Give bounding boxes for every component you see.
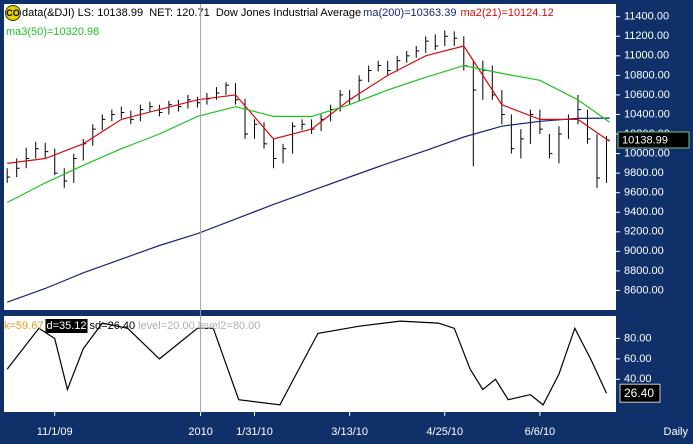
last-price-box [617,131,690,149]
y-tick-label: 11400.00 [624,11,669,23]
moving-average-line [7,45,611,164]
x-tick-label: 4/25/10 [426,426,463,438]
last-value-box [619,383,661,403]
price-panel [4,4,616,310]
y-tick-label: 8800.00 [624,265,664,277]
y-tick-label: 11000.00 [624,50,669,62]
indicator-label: sd=26.40 [90,320,136,332]
y-tick-label: 9200.00 [624,226,664,238]
legend-entry: ma(200)=10363.39 [363,7,456,19]
y-tick-label: 9600.00 [624,187,664,199]
y-tick-label: 9000.00 [624,245,664,257]
y-tick-label: 10400.00 [624,108,670,120]
moving-average-line [6,117,610,303]
oscillator-panel [4,316,616,412]
last-price-label: 10138.99 [622,134,668,146]
oscillator-line [6,320,608,406]
symbol-icon-text: CO [6,8,20,18]
symbol-icon [5,5,21,21]
y-tick-label: 60.00 [624,353,652,365]
y-tick-label: 11200.00 [624,30,669,42]
y-tick-label: 9400.00 [624,206,664,218]
header: data(&DJI) LS: 10138.99 NET: 120.71 Dow … [22,7,361,19]
moving-average-line [6,64,611,204]
indicator-label-bg [45,319,88,333]
x-tick-label: 6/6/10 [525,426,556,438]
y-tick-label: 10800.00 [624,69,670,81]
y-tick-label: 9800.00 [624,167,664,179]
interval-label: Daily [664,426,689,438]
indicator-label: level=20.00 [138,320,195,332]
x-tick-label: 2010 [188,426,212,438]
y-tick-label: 10600.00 [624,89,670,101]
indicator-label: d=35.12 [46,320,86,332]
indicator-label: k=59.67 [4,320,43,332]
legend-entry: ma2(21)=10124.12 [460,7,553,19]
y-tick-label: 80.00 [624,332,652,344]
y-tick-label: 8600.00 [624,284,664,296]
legend-entry: ma3(50)=10320.98 [6,26,99,38]
last-value-label: 26.40 [624,386,654,400]
y-tick-label: 10000.00 [624,147,670,159]
x-tick-label: 11/1/09 [37,426,73,438]
x-tick-label: 3/13/10 [331,426,368,438]
indicator-label: level2=80.00 [198,320,261,332]
x-tick-label: 1/31/10 [236,426,273,438]
y-tick-label: 40.00 [624,373,652,385]
